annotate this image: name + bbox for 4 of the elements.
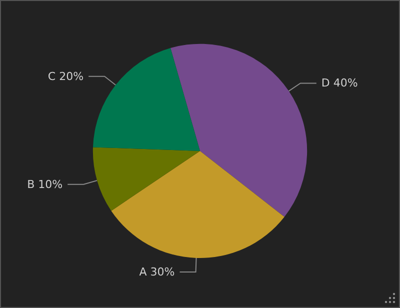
- slice-label: D 40%: [321, 76, 358, 90]
- slice-label: A 30%: [139, 265, 175, 278]
- slice-label: B 10%: [27, 178, 63, 191]
- slice-label: C 20%: [48, 70, 84, 83]
